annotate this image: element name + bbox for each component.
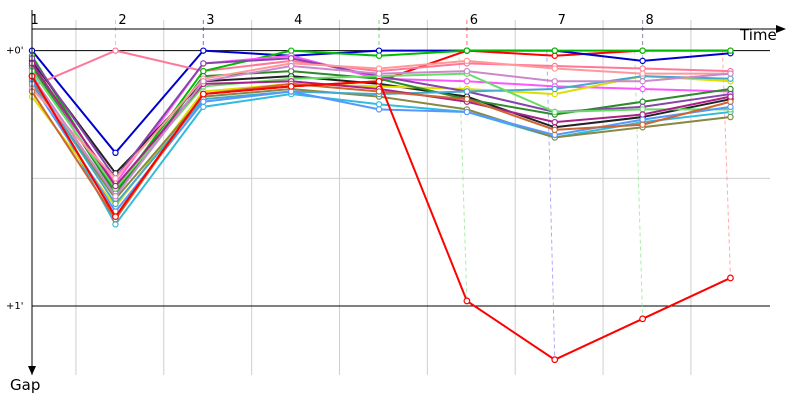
series-point [639,121,646,128]
series-point [727,113,734,121]
series-point [639,65,646,72]
highlight-series-point [375,77,383,85]
series-point [551,90,558,98]
highlight-series-point [199,90,207,98]
series-point [551,118,558,126]
series-group [28,47,734,157]
highlight-series-point [463,297,471,305]
x-axis-title: Time [739,26,777,44]
series-point [463,88,471,95]
highlight-series-point [287,83,295,90]
x-tick-label: 5 [382,13,390,28]
series-point [639,106,646,113]
series-point [727,85,734,93]
series-point [551,131,558,139]
series-point [551,47,558,54]
series-point [375,70,383,77]
series-point [287,47,295,54]
tick-labels: +0' +1' 1 2 3 4 5 6 7 8 Time Gap [6,13,777,394]
x-tick-label: 1 [30,13,38,28]
series-point [200,78,207,85]
series-point [639,57,646,65]
series-point [200,60,207,67]
x-axis-arrow [776,25,786,33]
series-lines [28,47,734,364]
series-point [551,78,558,85]
series-point [287,55,295,62]
pit-stop-line [546,50,556,360]
highlight-series-point [112,213,119,221]
series-point [112,47,119,54]
y-axis-title: Gap [10,376,40,394]
series-point [112,193,119,200]
series-point [551,85,558,93]
series-point [112,149,119,157]
series-point [639,78,646,85]
highlight-series-group [28,72,734,364]
series-point [551,126,558,134]
series-point [727,93,734,100]
x-tick-label: 4 [294,13,302,28]
x-tick-label: 7 [558,13,566,28]
series-point [375,47,383,54]
series-point [727,47,734,54]
series-point [639,85,646,93]
series-point [463,78,471,85]
series-point [112,200,119,208]
series-point [727,70,734,77]
series-point [551,65,558,72]
series-point [639,47,646,54]
series-point [463,67,471,75]
series-point [375,106,383,113]
highlight-series-point [727,274,734,282]
series-point [727,75,734,82]
series-point [200,98,207,105]
series-point [287,67,295,75]
y-tick-label: +1' [6,301,24,312]
series-group [28,78,734,202]
series-point [287,62,295,70]
x-tick-label: 8 [645,13,653,28]
series-point [375,88,383,95]
highlight-series-point [639,315,647,323]
x-tick-label: 3 [206,13,214,28]
series-point [727,98,734,105]
series-point [727,103,734,111]
y-axis-arrow [28,366,36,375]
series-point [112,221,119,228]
x-tick-label: 2 [118,13,126,28]
series-point [112,182,119,190]
pit-stop-line [634,50,644,319]
series-point [463,47,471,54]
series-point [463,57,471,65]
series-point [375,52,383,59]
series-point [551,52,558,59]
series-point [639,111,646,118]
series-point [375,101,383,108]
series-point [639,116,646,123]
series-point [463,108,471,116]
series-point [112,175,119,182]
series-line [31,49,731,155]
series-point [200,47,207,54]
pit-stop-line [721,50,731,278]
y-tick-label: +0' [6,46,24,57]
x-tick-label: 6 [470,13,478,28]
series-point [639,70,646,77]
axes [28,10,786,375]
series-group [28,80,734,215]
series-point [200,67,207,75]
series-point [463,95,471,103]
highlight-series-point [551,356,559,364]
series-point [639,98,646,105]
series-point [375,65,383,72]
series-point [551,108,558,116]
